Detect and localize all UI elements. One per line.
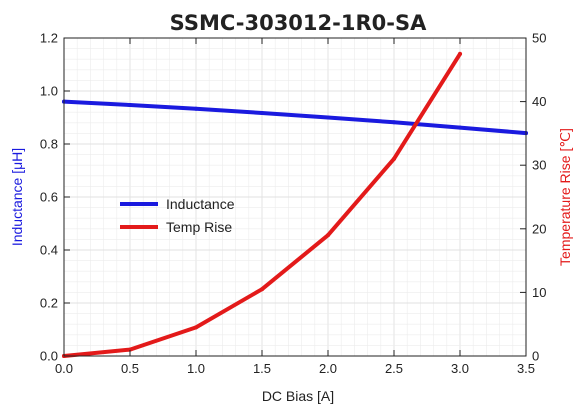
y-right-tick-label: 0 — [532, 349, 539, 364]
x-tick-label: 0.5 — [121, 361, 139, 376]
data-point-temp-rise — [326, 233, 330, 238]
y-right-tick-label: 10 — [532, 285, 546, 300]
x-tick-label: 0.0 — [55, 361, 73, 376]
y-right-tick-label: 20 — [532, 221, 546, 236]
x-tick-label: 1.5 — [253, 361, 271, 376]
y-left-tick-label: 0.6 — [40, 190, 58, 205]
x-tick-label: 3.5 — [517, 361, 535, 376]
data-point-inductance — [458, 125, 462, 130]
data-point-inductance — [392, 120, 396, 125]
y-right-axis-label: Temperature Rise [℃] — [557, 128, 573, 266]
series-line-inductance — [62, 99, 528, 136]
data-point-temp-rise — [128, 347, 132, 352]
x-tick-label: 3.0 — [451, 361, 469, 376]
y-right-tick-label: 40 — [532, 94, 546, 109]
y-left-tick-labels: 0.0 0.2 0.4 0.6 0.8 1.0 1.2 — [40, 31, 58, 364]
data-point-inductance — [326, 115, 330, 120]
x-axis-label: DC Bias [A] — [262, 388, 334, 404]
legend: Inductance Temp Rise — [120, 196, 235, 235]
y-left-axis-label: Inductance [μH] — [9, 148, 25, 246]
y-left-tick-label: 0.0 — [40, 349, 58, 364]
x-tick-labels: 0.0 0.5 1.0 1.5 2.0 2.5 3.0 3.5 — [55, 361, 535, 376]
x-tick-label: 1.0 — [187, 361, 205, 376]
y-left-tick-label: 0.8 — [40, 137, 58, 152]
y-left-tick-label: 0.2 — [40, 296, 58, 311]
y-right-tick-label: 50 — [532, 31, 546, 46]
tick-marks — [63, 37, 527, 357]
data-point-inductance — [128, 103, 132, 108]
data-point-temp-rise — [260, 287, 264, 292]
y-left-tick-label: 1.2 — [40, 31, 58, 46]
x-tick-label: 2.5 — [385, 361, 403, 376]
legend-label-inductance: Inductance — [166, 196, 235, 212]
chart-title: SSMC-303012-1R0-SA — [170, 11, 427, 35]
data-point-inductance — [260, 110, 264, 115]
y-right-tick-label: 30 — [532, 158, 546, 173]
legend-label-temp-rise: Temp Rise — [166, 219, 232, 235]
x-tick-label: 2.0 — [319, 361, 337, 376]
y-left-tick-label: 1.0 — [40, 84, 58, 99]
grid-lines — [63, 37, 527, 357]
data-point-temp-rise — [194, 325, 198, 330]
data-point-temp-rise — [458, 51, 462, 56]
y-left-tick-label: 0.4 — [40, 243, 58, 258]
y-right-tick-labels: 0 10 20 30 40 50 — [532, 31, 546, 364]
data-point-temp-rise — [392, 156, 396, 161]
data-point-inductance — [194, 106, 198, 111]
